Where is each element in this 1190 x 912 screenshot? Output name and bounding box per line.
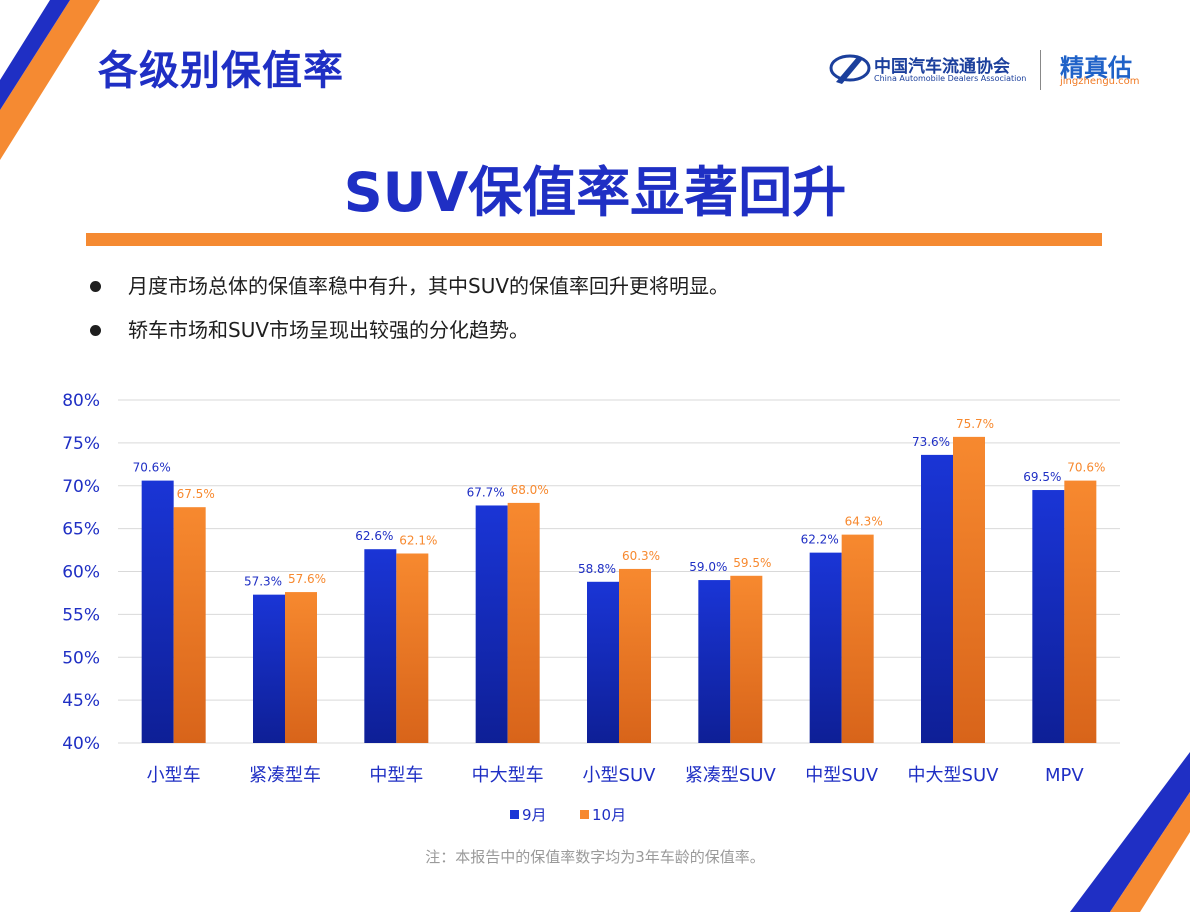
bar-oct	[841, 534, 874, 743]
bar-sep	[1032, 490, 1065, 743]
bar-sep	[921, 454, 953, 743]
bar-sep	[364, 549, 397, 743]
x-category-label: 中型SUV	[805, 765, 879, 786]
logo-divider	[1040, 50, 1041, 90]
bar-sep	[253, 594, 285, 743]
bar-oct	[173, 507, 206, 743]
y-tick-label: 45%	[62, 691, 100, 711]
bar-sep	[809, 552, 842, 743]
legend-label: 10月	[592, 806, 626, 824]
association-name-cn: 中国汽车流通协会	[874, 57, 1010, 77]
x-category-label: 中大型SUV	[908, 765, 1000, 786]
data-label: 60.3%	[622, 549, 660, 563]
legend-swatch	[580, 810, 589, 819]
x-category-label: MPV	[1045, 765, 1084, 786]
bullet-list: 月度市场总体的保值率稳中有升，其中SUV的保值率回升更将明显。 轿车市场和SUV…	[88, 270, 729, 358]
bar-sep	[698, 580, 731, 743]
data-label: 59.5%	[733, 556, 771, 570]
data-label: 57.3%	[244, 575, 282, 589]
y-tick-label: 40%	[62, 734, 100, 754]
data-label: 57.6%	[288, 572, 326, 586]
bar-oct	[507, 502, 540, 743]
bar-oct	[1064, 480, 1097, 743]
data-label: 75.7%	[956, 417, 994, 431]
legend-label: 9月	[522, 806, 547, 824]
data-label: 62.1%	[399, 533, 437, 547]
bar-oct	[396, 553, 429, 743]
headline: SUV保值率显著回升	[343, 161, 847, 224]
bar-sep	[475, 505, 508, 743]
bar-oct	[619, 568, 651, 743]
data-label: 64.3%	[845, 515, 883, 529]
data-label: 70.6%	[133, 461, 171, 475]
x-category-label: 小型SUV	[583, 765, 657, 786]
association-name-en: China Automobile Dealers Association	[874, 74, 1027, 83]
y-tick-label: 55%	[62, 605, 100, 625]
logo-area: 中国汽车流通协会 China Automobile Dealers Associ…	[828, 46, 1158, 96]
legend-swatch	[510, 810, 519, 819]
corner-stripes-top-left	[0, 0, 120, 160]
data-label: 73.6%	[912, 435, 950, 449]
bar-oct	[953, 436, 985, 743]
x-category-label: 中大型车	[472, 765, 544, 786]
data-label: 67.7%	[467, 485, 505, 499]
x-category-label: 小型车	[147, 765, 201, 786]
data-label: 70.6%	[1067, 461, 1105, 475]
data-label: 58.8%	[578, 562, 616, 576]
data-label: 62.6%	[355, 529, 393, 543]
bullet-item: 月度市场总体的保值率稳中有升，其中SUV的保值率回升更将明显。	[88, 270, 729, 314]
data-label: 59.0%	[689, 560, 727, 574]
x-category-label: 紧凑型SUV	[685, 765, 777, 786]
y-tick-label: 75%	[62, 434, 100, 454]
bar-oct	[730, 575, 763, 743]
brand-url: jingzhengu.com	[1060, 76, 1140, 87]
bar-sep	[587, 581, 619, 743]
section-title: 各级别保值率	[98, 48, 344, 94]
bar-oct	[285, 592, 317, 743]
footnote: 注：本报告中的保值率数字均为3年车龄的保值率。	[425, 848, 765, 866]
y-tick-label: 65%	[62, 520, 100, 540]
x-category-label: 中型车	[369, 765, 423, 786]
y-tick-label: 70%	[62, 477, 100, 497]
bullet-item: 轿车市场和SUV市场呈现出较强的分化趋势。	[88, 314, 729, 358]
x-category-label: 紧凑型车	[249, 765, 321, 786]
data-label: 68.0%	[511, 483, 549, 497]
data-label: 67.5%	[177, 487, 215, 501]
bar-chart: 40% 45% 50% 55% 60% 65% 70% 75% 80% 70.6% 67.5% 小型车…	[62, 391, 1120, 824]
y-tick-label: 60%	[62, 563, 100, 583]
data-label: 69.5%	[1023, 470, 1061, 484]
data-label: 62.2%	[801, 533, 839, 547]
headline-underline	[86, 233, 1102, 246]
y-tick-label: 80%	[62, 391, 100, 411]
corner-stripes-bottom-right	[990, 712, 1190, 912]
association-logo-icon	[829, 54, 871, 84]
y-tick-label: 50%	[62, 648, 100, 668]
bar-sep	[141, 480, 174, 743]
brand-name: 精真估	[1060, 54, 1132, 82]
